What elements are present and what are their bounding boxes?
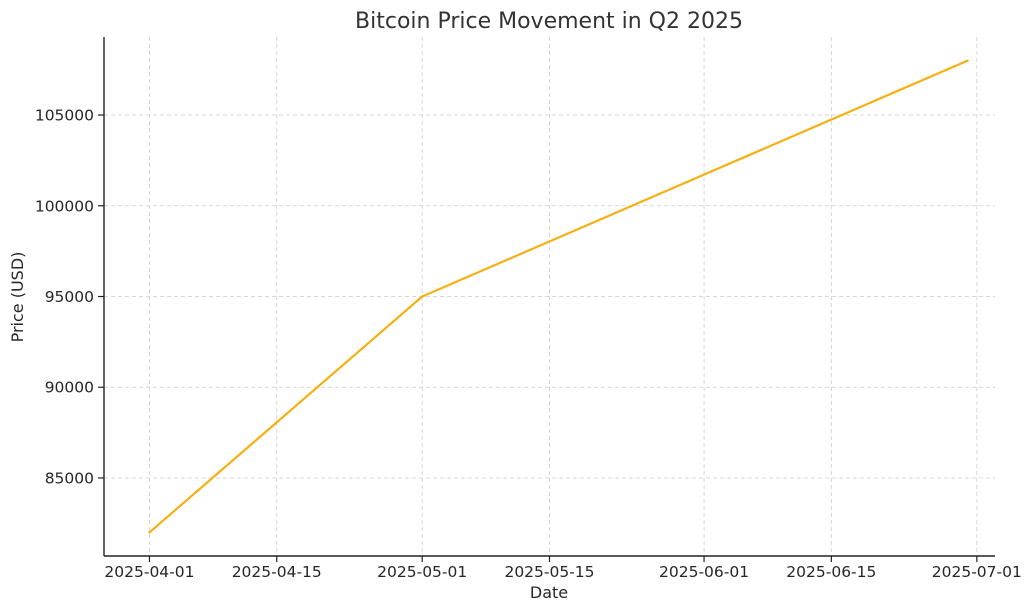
x-tick-label: 2025-07-01 bbox=[932, 563, 1022, 581]
x-tick-label: 2025-05-01 bbox=[377, 563, 467, 581]
x-tick-label: 2025-05-15 bbox=[504, 563, 594, 581]
x-tick-label: 2025-06-01 bbox=[659, 563, 749, 581]
y-tick-label: 85000 bbox=[45, 469, 94, 487]
x-tick-label: 2025-04-15 bbox=[232, 563, 322, 581]
x-axis-label: Date bbox=[530, 583, 568, 602]
chart-title: Bitcoin Price Movement in Q2 2025 bbox=[355, 9, 743, 34]
y-ticks: 85000 90000 95000 100000 105000 bbox=[35, 107, 104, 487]
x-ticks: 2025-04-01 2025-04-15 2025-05-01 2025-05-15… bbox=[104, 556, 1022, 581]
y-axis-label: Price (USD) bbox=[8, 252, 27, 343]
x-tick-label: 2025-06-15 bbox=[786, 563, 876, 581]
x-tick-label: 2025-04-01 bbox=[104, 563, 194, 581]
grid bbox=[104, 37, 995, 556]
y-tick-label: 100000 bbox=[35, 197, 94, 215]
y-tick-label: 95000 bbox=[45, 288, 94, 306]
y-tick-label: 105000 bbox=[35, 107, 94, 125]
y-tick-label: 90000 bbox=[45, 379, 94, 397]
series-group bbox=[148, 59, 969, 534]
